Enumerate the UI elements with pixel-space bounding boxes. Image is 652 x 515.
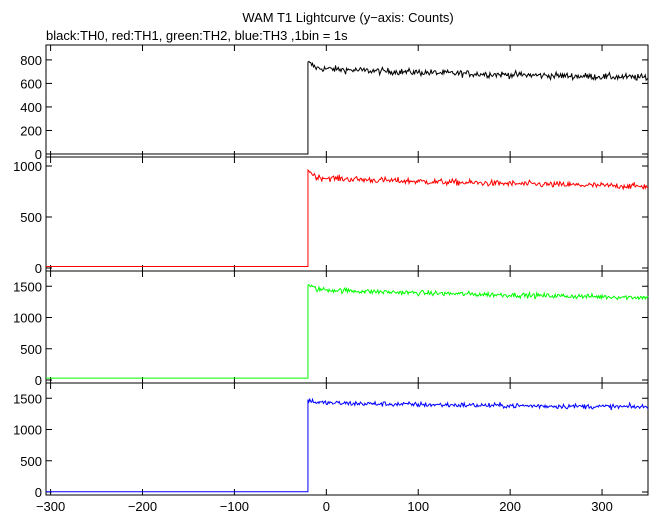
panel-th1: 0 500 1000: [13, 156, 649, 276]
y-tick-label: 0: [35, 485, 42, 500]
panel-frame: [45, 156, 649, 272]
y-tick-label: 1000: [13, 159, 42, 174]
series-th1: [46, 168, 649, 267]
panel-th0: 0 200 400 600 800: [20, 44, 649, 162]
y-tick-label: 1000: [13, 423, 42, 438]
x-tick-label: −100: [220, 499, 249, 514]
series-th3: [46, 397, 649, 493]
chart-title: WAM T1 Lightcurve (y−axis: Counts): [242, 10, 453, 25]
y-tick-label: 0: [35, 147, 42, 162]
x-tick-label: 200: [499, 499, 521, 514]
x-tick-label: −200: [128, 499, 157, 514]
chart-subtitle: black:TH0, red:TH1, green:TH2, blue:TH3 …: [46, 28, 348, 43]
y-tick-label: 1000: [13, 311, 42, 326]
y-tick-label: 200: [20, 123, 42, 138]
y-tick-label: 0: [35, 373, 42, 388]
panel-frame: [45, 270, 649, 384]
y-tick-label: 500: [20, 342, 42, 357]
series-th2: [46, 283, 649, 379]
x-tick-label: 0: [323, 499, 330, 514]
x-tick-label: 300: [591, 499, 613, 514]
y-tick-label: 1500: [13, 279, 42, 294]
panel-frame: [45, 44, 649, 158]
y-tick-label: 0: [35, 261, 42, 276]
panel-th3: 0 500 1000 1500: [13, 382, 649, 500]
panel-frame: [45, 382, 649, 496]
y-tick-label: 600: [20, 76, 42, 91]
x-tick-label: −300: [36, 499, 65, 514]
y-tick-label: 800: [20, 53, 42, 68]
y-tick-label: 1500: [13, 391, 42, 406]
panel-th2: 0 500 1000 1500: [13, 270, 649, 388]
y-tick-label: 500: [20, 454, 42, 469]
series-th0: [46, 60, 649, 155]
x-tick-label: 100: [407, 499, 429, 514]
y-tick-label: 500: [20, 210, 42, 225]
panels-group: 0200400600800050010000500100015000500100…: [13, 44, 649, 514]
y-tick-label: 400: [20, 100, 42, 115]
